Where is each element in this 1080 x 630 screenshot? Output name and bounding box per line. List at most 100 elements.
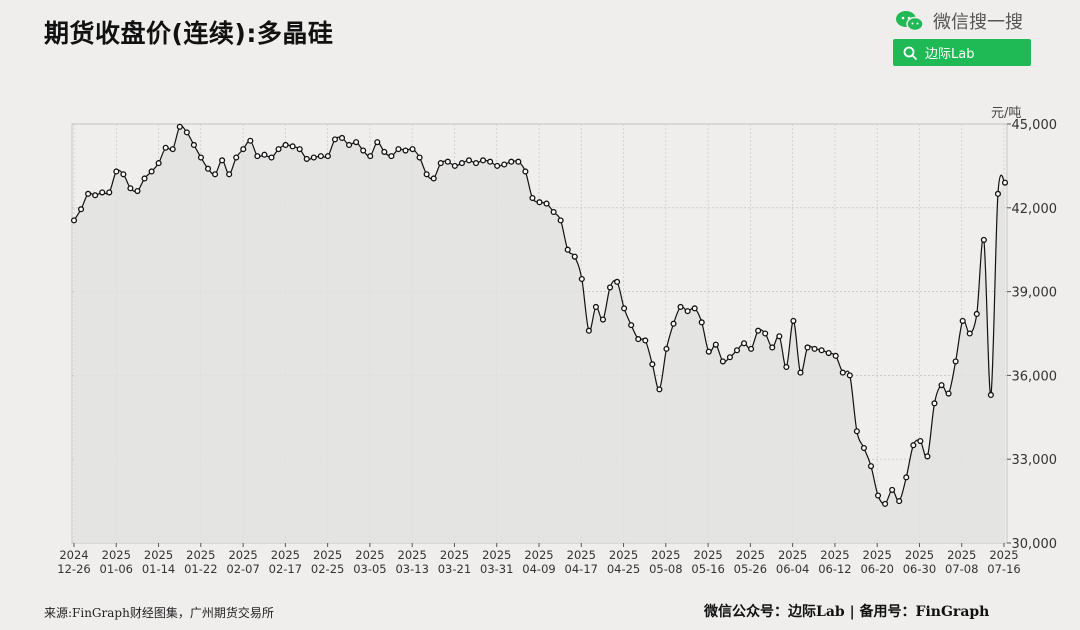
wechat-search-brand: 微信搜一搜 (895, 8, 1023, 34)
x-tick-year: 2025 (693, 548, 722, 562)
data-point (578, 275, 585, 283)
data-point (78, 206, 85, 213)
data-point (409, 146, 416, 153)
x-tick-year: 2025 (609, 548, 638, 562)
data-point (931, 400, 938, 407)
data-point (599, 316, 607, 323)
data-point (621, 305, 628, 312)
data-point (508, 158, 515, 165)
data-point (740, 340, 748, 347)
data-point (388, 153, 395, 160)
data-point (846, 372, 853, 379)
x-tick-date: 03-31 (480, 562, 513, 576)
x-tick-date: 06-04 (776, 562, 809, 576)
data-point (480, 157, 487, 164)
x-tick-year: 2025 (989, 548, 1018, 562)
data-point (733, 347, 741, 354)
data-point (360, 147, 367, 154)
data-point (945, 390, 952, 397)
data-point (353, 139, 360, 146)
x-tick-year: 2025 (313, 548, 342, 562)
data-point (92, 192, 99, 199)
data-point (606, 284, 614, 291)
data-point (444, 158, 451, 165)
data-point (338, 134, 346, 142)
data-point (134, 187, 141, 195)
data-point (614, 278, 621, 285)
data-point (472, 160, 480, 167)
x-tick-year: 2025 (905, 548, 934, 562)
data-point (987, 391, 994, 399)
y-tick-label: 36,000 (1012, 369, 1058, 384)
search-icon (903, 46, 917, 60)
x-tick-year: 2025 (144, 548, 173, 562)
data-point (303, 155, 310, 162)
x-tick-year: 2025 (102, 548, 131, 562)
data-point (487, 158, 494, 165)
x-tick-date: 02-07 (226, 562, 259, 576)
data-point (571, 253, 578, 260)
x-tick-date: 07-08 (945, 562, 978, 576)
data-point (197, 154, 205, 161)
data-point (494, 162, 501, 169)
data-point (896, 498, 903, 505)
x-tick-date: 12-26 (57, 562, 90, 576)
x-tick-date: 06-20 (860, 562, 893, 576)
data-point (155, 160, 162, 167)
data-point (430, 175, 437, 182)
x-tick-date: 04-25 (607, 562, 640, 576)
data-point (317, 153, 324, 160)
x-tick-year: 2025 (398, 548, 427, 562)
data-point (282, 141, 289, 149)
x-tick-year: 2025 (271, 548, 300, 562)
credit-note: 微信公众号：边际Lab | 备用号：FinGraph (704, 604, 990, 620)
x-tick-date: 04-17 (565, 562, 598, 576)
data-point (994, 190, 1001, 197)
source-note: 来源:FinGraph财经图集，广州期货交易所 (44, 606, 274, 620)
data-point (324, 153, 331, 160)
data-point (381, 148, 388, 155)
x-tick-year: 2025 (567, 548, 596, 562)
data-point (254, 153, 261, 160)
data-point (790, 317, 797, 324)
data-point (346, 141, 353, 149)
data-point (522, 168, 529, 175)
data-point (860, 444, 867, 452)
data-point (289, 143, 296, 150)
data-point (635, 336, 642, 343)
x-tick-year: 2025 (651, 548, 680, 562)
data-point (226, 171, 233, 178)
x-tick-date: 03-05 (353, 562, 386, 576)
data-point (240, 146, 247, 153)
data-point (374, 139, 381, 146)
data-point (395, 146, 402, 153)
search-button[interactable]: 边际Lab (893, 39, 1031, 66)
data-point (726, 354, 733, 361)
data-point (762, 330, 769, 337)
data-point (698, 319, 705, 326)
data-point (183, 129, 190, 136)
x-tick-date: 05-16 (691, 562, 724, 576)
data-point (99, 189, 106, 196)
data-point (331, 136, 339, 143)
data-point (691, 305, 698, 312)
y-tick-label: 39,000 (1012, 286, 1058, 301)
data-point (712, 341, 719, 348)
data-point (70, 217, 78, 224)
data-point (247, 137, 254, 144)
x-tick-year: 2025 (440, 548, 469, 562)
x-tick-year: 2025 (482, 548, 511, 562)
data-point (585, 327, 592, 334)
x-tick-date: 04-09 (522, 562, 555, 576)
y-tick-label: 45,000 (1012, 118, 1058, 133)
x-tick-year: 2025 (524, 548, 553, 562)
data-point (176, 123, 183, 130)
x-tick-date: 03-21 (438, 562, 471, 576)
data-point (853, 428, 860, 435)
data-point (367, 153, 374, 160)
data-point (903, 474, 910, 481)
x-tick-year: 2025 (355, 548, 384, 562)
data-point (719, 358, 726, 365)
data-point (85, 190, 92, 197)
data-point (924, 453, 931, 460)
